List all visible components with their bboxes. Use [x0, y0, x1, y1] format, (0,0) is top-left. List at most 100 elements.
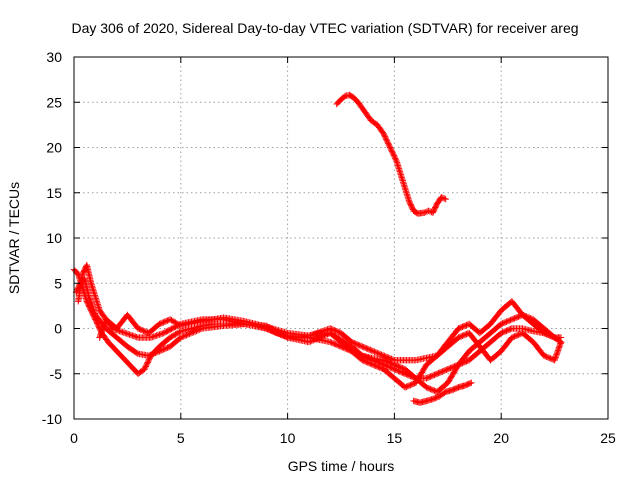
data-point [515, 331, 522, 338]
data-point [177, 334, 184, 341]
data-point [357, 342, 365, 350]
data-point [153, 349, 160, 356]
data-point [335, 342, 342, 349]
data-point [388, 147, 395, 154]
data-point [337, 343, 345, 350]
x-tick-label: 15 [387, 430, 403, 446]
data-point [511, 315, 518, 322]
data-point [385, 141, 393, 148]
data-point [149, 333, 156, 341]
data-point [390, 151, 397, 158]
data-point [120, 329, 128, 336]
data-point [345, 346, 353, 354]
data-point [140, 327, 147, 334]
y-tick-label: 15 [46, 185, 62, 201]
data-point [328, 339, 335, 346]
data-point [190, 328, 197, 336]
data-point [439, 368, 446, 375]
data-point [392, 156, 400, 163]
data-points [70, 91, 565, 406]
grid [74, 57, 608, 419]
data-point [544, 354, 552, 361]
data-point [174, 329, 182, 336]
data-point [455, 325, 462, 332]
data-point [173, 330, 180, 337]
data-point [499, 320, 506, 327]
data-point [499, 329, 506, 336]
data-point [375, 350, 382, 357]
data-point [515, 313, 522, 320]
data-point [146, 351, 154, 359]
data-point [466, 380, 474, 387]
data-point [508, 316, 516, 323]
data-point [442, 195, 449, 203]
data-point [129, 332, 136, 339]
data-point [422, 208, 429, 216]
data-point [439, 194, 447, 202]
data-point [382, 134, 389, 142]
data-point [156, 347, 163, 355]
data-point [329, 340, 337, 347]
data-point [500, 328, 508, 336]
data-point [154, 331, 162, 339]
data-point [435, 369, 442, 377]
data-point [425, 207, 432, 215]
data-point [352, 340, 359, 347]
data-point [421, 209, 428, 216]
data-point [348, 338, 355, 346]
data-point [504, 326, 512, 334]
y-tick-label: 10 [46, 230, 62, 246]
data-point [386, 144, 394, 151]
data-point [431, 371, 438, 379]
data-point [166, 334, 174, 341]
data-point [145, 352, 152, 359]
data-point [437, 368, 445, 376]
data-point [363, 358, 370, 366]
data-point [498, 329, 505, 337]
data-point [392, 155, 399, 162]
data-point [460, 323, 468, 330]
data-point [133, 333, 140, 341]
data-point [368, 360, 375, 368]
data-point [367, 346, 374, 354]
data-point [543, 330, 550, 338]
data-point [380, 356, 387, 364]
axis-ticks: 0 5 10 15 20 25 -10 -5 0 5 10 15 20 25 30 [42, 49, 616, 446]
data-point [407, 381, 414, 389]
data-point [152, 349, 159, 357]
data-point [132, 333, 139, 340]
data-point [405, 382, 413, 389]
data-point [157, 320, 164, 327]
data-point [184, 331, 192, 338]
data-point [161, 345, 168, 353]
data-point [443, 366, 450, 373]
data-point [438, 194, 445, 201]
data-point [332, 341, 339, 348]
data-point [504, 317, 512, 325]
data-point [388, 148, 396, 155]
data-point [343, 345, 350, 353]
series-track-f [410, 379, 475, 406]
data-point [514, 332, 521, 339]
data-point [359, 343, 366, 350]
data-point [391, 153, 398, 161]
data-point [381, 357, 389, 364]
data-point [432, 371, 439, 378]
data-point [456, 324, 464, 332]
data-point [339, 343, 346, 351]
data-point [399, 364, 406, 372]
data-point [506, 326, 513, 333]
data-point [369, 347, 377, 355]
data-point [393, 362, 401, 370]
data-point [461, 322, 469, 329]
data-point [141, 364, 149, 372]
data-point [134, 325, 142, 332]
data-point [361, 358, 369, 365]
data-point [126, 331, 133, 338]
data-point [372, 362, 379, 370]
data-point [360, 343, 367, 351]
data-point [159, 330, 166, 337]
data-point [404, 382, 411, 390]
data-point [153, 332, 160, 339]
data-point [145, 357, 152, 365]
